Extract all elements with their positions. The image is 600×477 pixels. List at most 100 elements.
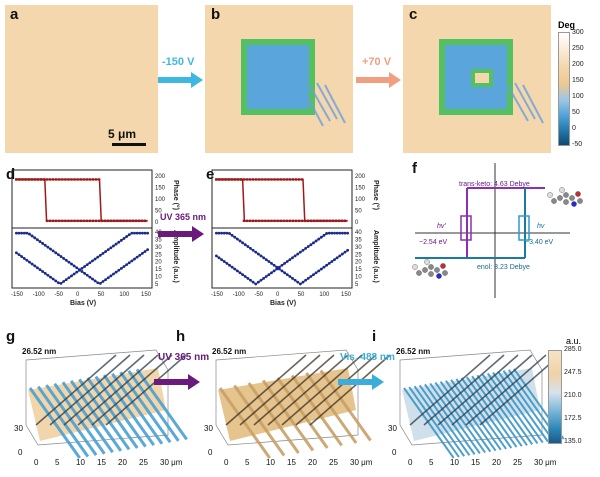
phase-marker bbox=[282, 219, 285, 223]
phase-marker bbox=[285, 178, 289, 181]
atom bbox=[577, 198, 583, 204]
depth-tick-30: 30 bbox=[204, 424, 213, 433]
afm-ridge bbox=[451, 354, 533, 426]
phase-marker bbox=[27, 178, 30, 181]
bias-tick: -50 bbox=[254, 292, 263, 298]
phase-marker bbox=[103, 219, 107, 223]
afm-stripe bbox=[460, 377, 513, 449]
afm-stripe bbox=[492, 371, 544, 444]
phase-marker bbox=[254, 178, 258, 181]
phase-marker bbox=[128, 219, 131, 223]
phase-plot-frame bbox=[211, 169, 353, 229]
amplitude-tick: 40 bbox=[355, 230, 362, 236]
phase-marker bbox=[36, 178, 40, 181]
phase-marker bbox=[258, 219, 261, 223]
phase-marker bbox=[110, 219, 113, 223]
molecule-enol bbox=[412, 259, 448, 279]
phase-marker bbox=[51, 178, 55, 181]
phase-marker bbox=[282, 178, 285, 181]
afm-stripe bbox=[445, 380, 497, 452]
phase-marker bbox=[221, 178, 224, 181]
x-axis-tick: 10 bbox=[450, 458, 459, 467]
left-transition-box bbox=[460, 215, 472, 241]
phase-marker bbox=[261, 219, 264, 223]
phase-tick: 50 bbox=[155, 209, 162, 215]
afm-stripe bbox=[290, 374, 343, 447]
afm-stripe bbox=[466, 376, 518, 448]
phase-curve-backward bbox=[16, 178, 148, 222]
amplitude-tick: 5 bbox=[355, 282, 359, 288]
bottom-colorbar-title: a.u. bbox=[566, 336, 582, 346]
scale-bar bbox=[112, 143, 146, 146]
phase-plot-frame bbox=[11, 169, 153, 229]
afm-stripe bbox=[497, 371, 549, 443]
phase-marker bbox=[131, 219, 134, 223]
bias-tick: -100 bbox=[33, 292, 46, 298]
phase-marker bbox=[64, 219, 67, 223]
phase-marker bbox=[15, 178, 18, 181]
afm-stripe bbox=[276, 377, 329, 449]
phase-marker bbox=[82, 178, 85, 181]
afm-ridge bbox=[281, 354, 363, 426]
phase-marker bbox=[288, 219, 292, 223]
afm-stripe bbox=[247, 382, 300, 454]
phase-marker bbox=[319, 219, 322, 223]
phase-marker bbox=[76, 178, 79, 181]
phase-marker bbox=[270, 178, 273, 181]
phase-marker bbox=[215, 178, 218, 181]
phase-marker bbox=[337, 219, 341, 223]
colorbar-tick: 100 bbox=[572, 93, 584, 100]
phase-marker bbox=[300, 219, 304, 223]
afm-stripe bbox=[261, 379, 315, 452]
phase-marker bbox=[67, 219, 70, 223]
afm-stripe bbox=[481, 373, 534, 445]
phase-marker bbox=[21, 178, 24, 181]
phase-marker bbox=[48, 178, 52, 181]
height-label: 26.52 nm bbox=[396, 347, 430, 356]
phase-marker bbox=[140, 219, 144, 223]
afm-stripe bbox=[86, 377, 139, 449]
phase-marker bbox=[264, 219, 267, 223]
arrow-negative-bias bbox=[158, 72, 203, 88]
x-axis-tick: 30 μm bbox=[350, 458, 373, 467]
phase-marker bbox=[248, 219, 252, 223]
amplitude-curve-1 bbox=[16, 232, 148, 285]
atom bbox=[424, 259, 430, 265]
x-axis-tick: 5 bbox=[429, 458, 434, 467]
afm-ridge bbox=[295, 354, 377, 426]
afm-stripe bbox=[319, 369, 372, 442]
panel-label-i: i bbox=[372, 328, 377, 345]
depth-tick-0: 0 bbox=[18, 448, 23, 457]
arrow-positive-bias bbox=[356, 72, 401, 88]
bias-tick: 150 bbox=[141, 292, 152, 298]
bottom-colorbar-tick: 247.5 bbox=[564, 369, 582, 376]
phase-marker bbox=[242, 219, 246, 223]
afm-ridge bbox=[309, 354, 391, 426]
phase-marker bbox=[328, 219, 331, 223]
phase-marker bbox=[276, 219, 279, 223]
afm-stripe bbox=[218, 387, 271, 459]
phase-curve-backward bbox=[216, 178, 348, 222]
afm-surface bbox=[402, 368, 540, 441]
phase-marker bbox=[307, 219, 310, 223]
bias-tick: 100 bbox=[119, 292, 130, 298]
colorbar-tick: 150 bbox=[572, 77, 584, 84]
scan-streaks bbox=[306, 82, 346, 127]
amplitude-tick: 20 bbox=[355, 260, 362, 266]
atom bbox=[563, 199, 569, 205]
x-axis-tick: 0 bbox=[34, 458, 39, 467]
phase-marker bbox=[113, 219, 116, 223]
afm-stripe bbox=[424, 383, 476, 455]
phase-marker bbox=[79, 219, 82, 223]
phase-marker bbox=[245, 219, 249, 223]
phase-marker bbox=[94, 178, 98, 181]
phase-marker bbox=[88, 178, 92, 181]
bias-tick: 0 bbox=[276, 292, 280, 298]
phase-marker bbox=[279, 178, 282, 181]
phase-marker bbox=[254, 219, 258, 223]
x-axis-tick: 15 bbox=[471, 458, 480, 467]
afm-stripe bbox=[450, 379, 502, 451]
phase-marker bbox=[325, 219, 328, 223]
phase-marker bbox=[48, 219, 52, 223]
phase-marker bbox=[70, 178, 73, 181]
